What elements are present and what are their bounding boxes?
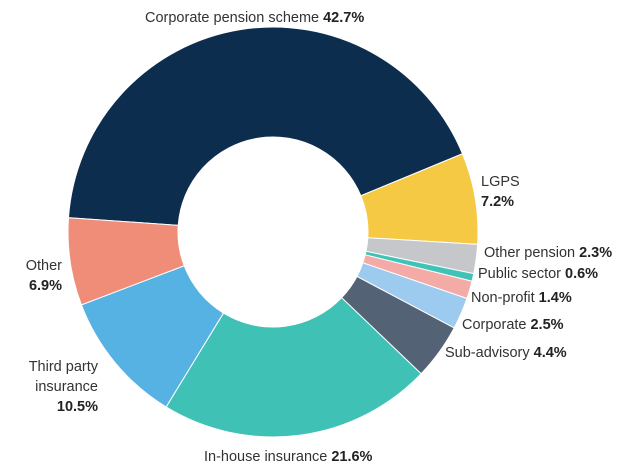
category-name: Corporate pension scheme: [145, 10, 320, 26]
segment-label: Other pension 2.3%: [484, 243, 612, 263]
segment-label: Corporate 2.5%: [462, 315, 564, 335]
category-name: Sub-advisory: [445, 345, 530, 361]
segment-label: Public sector 0.6%: [478, 264, 598, 284]
value-label: 7.2%: [481, 194, 515, 210]
category-name: Public sector: [478, 266, 562, 282]
category-name: Other pension: [484, 245, 576, 261]
category-name: Non-profit: [471, 290, 535, 306]
category-name: Third party insurance: [28, 359, 98, 395]
donut-segment: [67, 217, 185, 306]
donut-segment: [67, 26, 464, 226]
category-name: Corporate: [462, 317, 527, 333]
value-label: 10.5%: [56, 399, 98, 415]
value-label: 2.3%: [579, 245, 613, 261]
donut-segment: [165, 296, 422, 438]
segment-label: LGPS 7.2%: [481, 172, 520, 212]
category-name: In-house insurance: [204, 449, 328, 465]
category-name: LGPS: [481, 174, 520, 190]
segment-label: Other 6.9%: [10, 256, 62, 296]
segment-label: Sub-advisory 4.4%: [445, 343, 567, 363]
value-label: 6.9%: [28, 278, 62, 294]
value-label: 0.6%: [565, 266, 599, 282]
value-label: 21.6%: [331, 449, 373, 465]
segment-label: Non-profit 1.4%: [471, 288, 572, 308]
segment-label: Third party insurance 10.5%: [10, 357, 98, 417]
value-label: 1.4%: [538, 290, 572, 306]
category-name: Other: [25, 258, 62, 274]
value-label: 42.7%: [323, 10, 365, 26]
value-label: 4.4%: [533, 345, 567, 361]
segment-label: Corporate pension scheme 42.7%: [145, 8, 364, 28]
segment-label: In-house insurance 21.6%: [204, 447, 372, 466]
value-label: 2.5%: [530, 317, 564, 333]
